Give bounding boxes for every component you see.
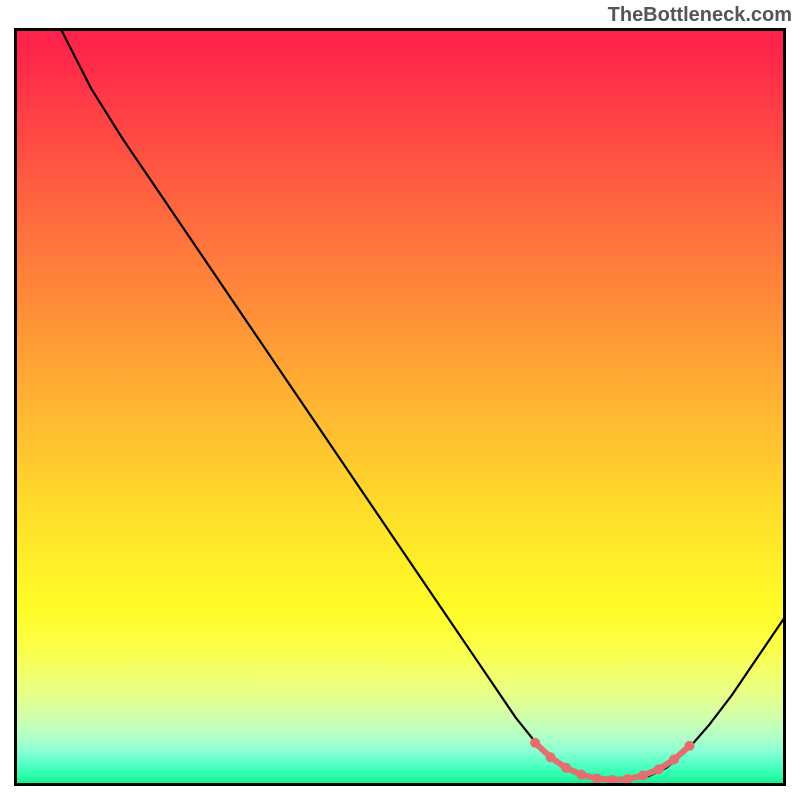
plot-frame xyxy=(14,28,786,786)
fit-marker xyxy=(607,775,617,785)
fit-marker xyxy=(638,770,648,780)
plot-svg xyxy=(14,28,786,786)
fit-region-overlay xyxy=(530,738,694,785)
fit-marker xyxy=(576,770,586,780)
fit-marker xyxy=(530,738,540,748)
bottleneck-curve xyxy=(60,28,786,780)
fit-marker xyxy=(669,754,679,764)
fit-marker xyxy=(623,774,633,784)
fit-marker xyxy=(685,741,695,751)
fit-region-line xyxy=(535,743,689,780)
fit-marker xyxy=(561,763,571,773)
chart-container: TheBottleneck.com xyxy=(0,0,800,800)
watermark-text: TheBottleneck.com xyxy=(608,4,792,27)
fit-marker xyxy=(654,764,664,774)
fit-marker xyxy=(592,773,602,783)
fit-marker xyxy=(546,752,556,762)
